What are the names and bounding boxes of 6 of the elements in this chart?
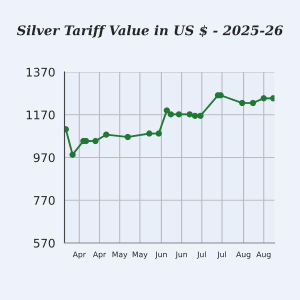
- y-tick-label: 770: [34, 196, 55, 205]
- y-tick-label: 1170: [26, 110, 55, 120]
- y-tick-label: 570: [34, 238, 55, 248]
- y-tick-label: 1370: [26, 68, 55, 77]
- y-tick-label: 970: [34, 153, 55, 162]
- chart-title: Silver Tariff Value in US $ - 2025-26: [16, 25, 283, 38]
